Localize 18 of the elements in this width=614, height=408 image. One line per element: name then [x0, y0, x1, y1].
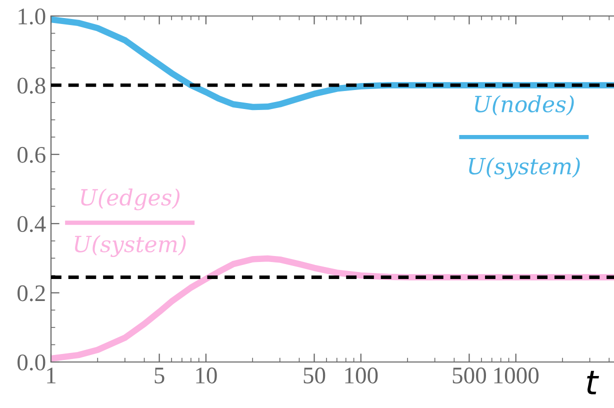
y-tick-label: 0.8	[18, 78, 46, 94]
x-tick-label: 100	[345, 368, 378, 384]
x-tick-label: 1	[47, 368, 56, 384]
y-tick-label: 0.4	[18, 216, 46, 232]
annotation: U(edges)	[81, 188, 180, 210]
x-tick-label: 500	[452, 368, 486, 384]
y-tick-label: 1.0	[18, 8, 46, 25]
x-tick-label: 50	[304, 368, 326, 384]
x-tick-label: 10	[196, 368, 217, 384]
x-tick-label: 1000	[494, 368, 539, 384]
annotation: U(system)	[469, 157, 580, 180]
y-tick-label: 0.6	[18, 146, 46, 163]
x-tick-label: 5	[154, 368, 164, 384]
x-axis-title: t	[587, 370, 600, 394]
y-tick-label: 0.0	[18, 354, 46, 371]
annotation: U(system)	[74, 235, 186, 257]
y-tick-label: 0.2	[18, 285, 45, 302]
annotation: U(nodes)	[475, 95, 574, 116]
